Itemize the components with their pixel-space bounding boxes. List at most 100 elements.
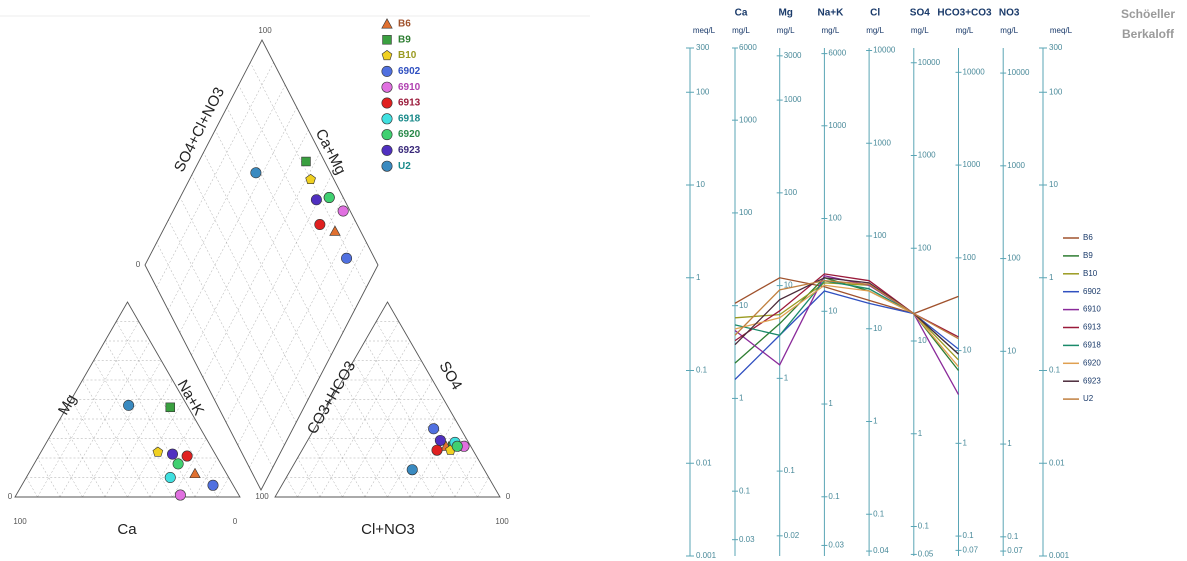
series-line — [734, 284, 959, 368]
axis-label: SO4 — [436, 358, 466, 392]
grid-line — [308, 438, 343, 498]
parameter-tick-label: 100 — [873, 231, 887, 240]
legend-label: B6 — [1083, 233, 1093, 242]
tick-label: 0 — [136, 260, 141, 269]
parameter-tick-label: 1000 — [873, 138, 891, 147]
anion-point — [428, 423, 440, 435]
grid-line — [387, 399, 444, 498]
cation-point — [181, 450, 193, 462]
diamond-point — [310, 194, 322, 206]
legend-label: U2 — [398, 161, 411, 172]
parameter-tick-label: 10 — [963, 346, 972, 355]
legend-marker — [382, 35, 392, 45]
y-tick-label: 10 — [696, 180, 705, 189]
legend-marker — [381, 129, 393, 141]
diamond — [144, 39, 379, 491]
legend-marker — [381, 50, 393, 61]
parameter-tick-label: 6000 — [739, 43, 757, 52]
y-tick-label: 0.001 — [696, 551, 717, 560]
parameter-name: SO4 — [910, 8, 930, 19]
parameter-tick-label: 3000 — [784, 51, 802, 60]
parameter-tick-label: 0.1 — [963, 531, 975, 540]
parameter-tick-label: 0.07 — [963, 545, 979, 554]
legend-marker — [381, 113, 393, 125]
y-tick-label: 10 — [1049, 180, 1058, 189]
parameter-unit: mg/L — [777, 26, 795, 35]
parameter-tick-label: 1000 — [963, 160, 981, 169]
grid-line — [93, 360, 173, 498]
parameter-name: NO3 — [999, 8, 1020, 19]
grid-line — [168, 219, 285, 446]
grid-line — [194, 457, 218, 498]
legend-marker — [381, 144, 393, 156]
legend-label: B10 — [398, 50, 417, 61]
diamond-point — [329, 225, 341, 236]
parameter-tick-label: 0.05 — [918, 550, 934, 559]
grid-line — [353, 360, 433, 498]
axis-label: Na+K — [174, 377, 208, 418]
diamond-point — [314, 219, 326, 231]
parameter-tick-label: 0.1 — [739, 486, 751, 495]
cation-point — [174, 489, 186, 501]
parameter-tick-label: 0.1 — [918, 522, 930, 531]
grid-line — [167, 84, 286, 311]
tick-label: 100 — [255, 492, 269, 501]
parameter-tick-label: 1000 — [828, 121, 846, 130]
subtitle: Berkaloff — [1122, 27, 1175, 41]
parameter-tick-label: 10000 — [918, 58, 941, 67]
parameter-name: Ca — [735, 8, 748, 19]
parameter-tick-label: 0.1 — [828, 492, 840, 501]
parameter-name: HCO3+CO3 — [937, 8, 992, 19]
grid-line — [71, 399, 128, 498]
y-tick-label: 300 — [1049, 43, 1063, 52]
legend-label: 6913 — [398, 98, 421, 109]
grid-line — [225, 197, 344, 423]
legend-label: 6920 — [1083, 358, 1101, 367]
legend-marker — [381, 81, 393, 93]
anion-point — [406, 464, 418, 476]
legend-marker — [381, 97, 393, 109]
axis-label: SO4+Cl+NO3 — [171, 85, 228, 175]
grid-line — [191, 129, 309, 356]
grid-line — [217, 477, 229, 498]
y-tick-label: 0.01 — [1049, 458, 1065, 467]
diamond-point — [305, 173, 316, 185]
parameter-tick-label: 10 — [784, 281, 793, 290]
parameter-tick-label: 100 — [963, 253, 977, 262]
grid-line — [297, 457, 321, 498]
cation-point — [152, 446, 164, 457]
diamond-point — [341, 252, 353, 264]
grid-line — [202, 152, 321, 378]
cation-point — [123, 399, 135, 411]
legend-label: 6918 — [398, 113, 421, 124]
parameter-tick-label: 0.07 — [1007, 546, 1023, 555]
parameter-tick-label: 10000 — [1007, 68, 1030, 77]
axis-label: Ca — [117, 521, 137, 538]
diamond-point — [301, 156, 311, 167]
anion-point — [451, 440, 463, 452]
cation-point — [167, 448, 179, 460]
piper-diagram: SO4+Cl+NO3 Ca+Mg Mg Na+K Ca CO3+HCO3 SO4 Cl+NO3… — [8, 18, 511, 538]
parameter-name: Mg — [778, 8, 792, 19]
tick-label: 100 — [495, 517, 509, 526]
parameter-tick-label: 0.03 — [739, 535, 755, 544]
parameter-tick-label: 0.04 — [873, 546, 889, 555]
legend-label: B9 — [398, 34, 411, 45]
cation-point — [189, 467, 201, 479]
tick-label: 100 — [258, 26, 272, 35]
grid-line — [48, 438, 83, 498]
grid-line — [342, 360, 422, 498]
legend-marker — [381, 65, 393, 77]
anion-point — [431, 444, 443, 456]
parameter-tick-label: 100 — [784, 188, 798, 197]
parameter-tick-label: 10 — [739, 301, 748, 310]
legend-label: 6920 — [398, 129, 421, 140]
axis-label: CO3+HCO3 — [304, 358, 359, 437]
tick-label: 0 — [506, 492, 511, 501]
grid-line — [297, 321, 399, 498]
legend-label: 6910 — [1083, 305, 1101, 314]
anion-triangle — [274, 301, 501, 498]
parameter-tick-label: 1000 — [1007, 161, 1025, 170]
